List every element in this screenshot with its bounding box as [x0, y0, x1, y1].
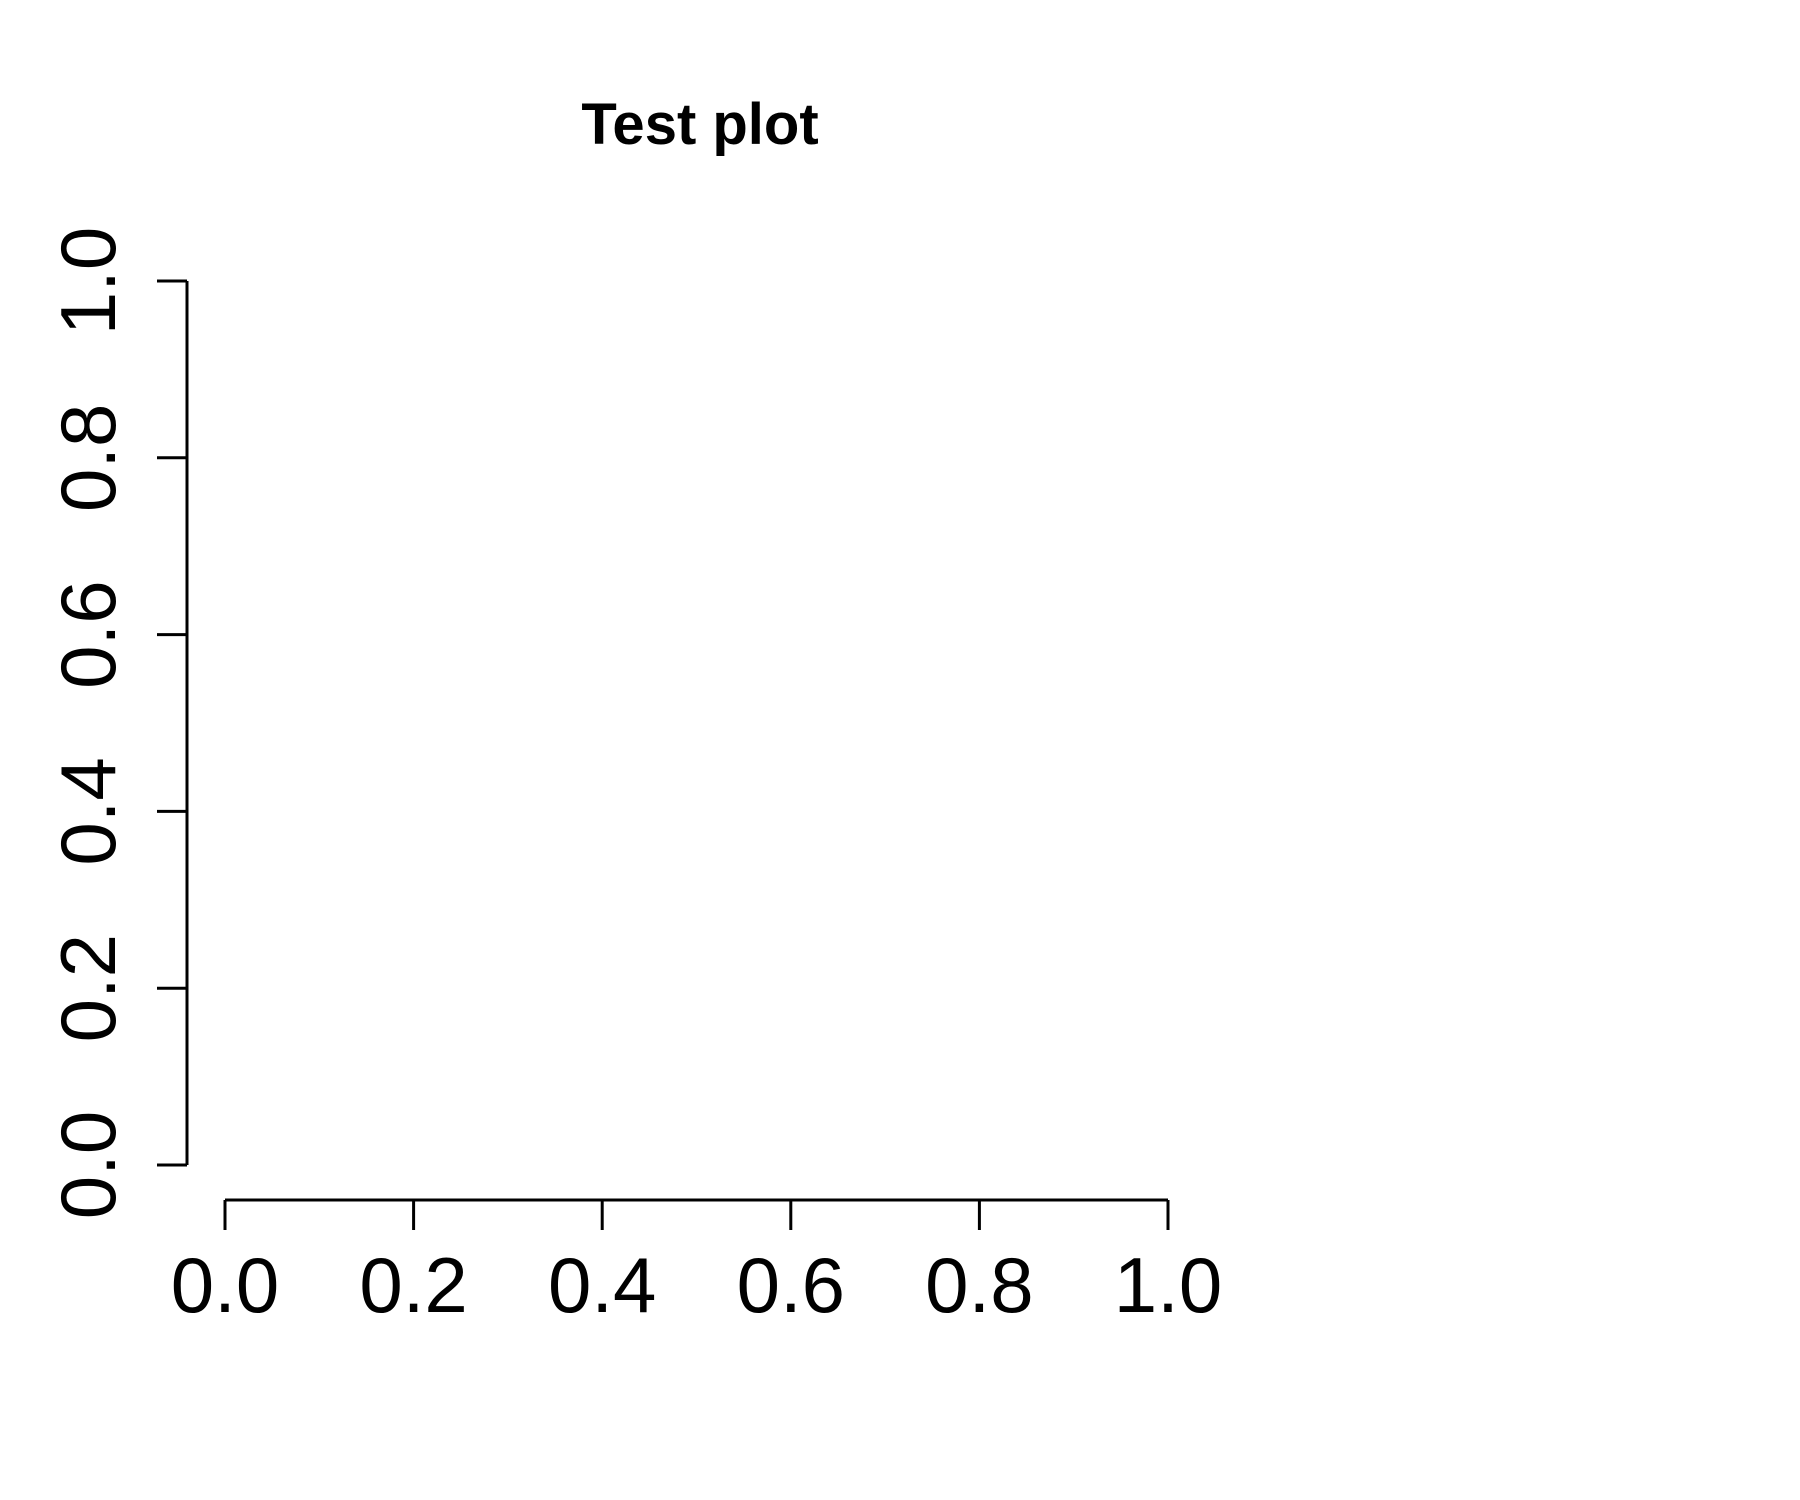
- y-tick-label: 0.0: [44, 1111, 132, 1219]
- y-tick-label: 0.2: [44, 934, 132, 1042]
- y-tick-label: 0.8: [44, 404, 132, 512]
- x-tick-label: 0.2: [359, 1241, 467, 1329]
- x-tick-label: 1.0: [1114, 1241, 1222, 1329]
- y-tick-label: 0.6: [44, 580, 132, 688]
- x-axis: 0.0 0.2 0.4 0.6 0.8 1.0: [171, 1198, 1222, 1329]
- x-tick-label: 0.6: [737, 1241, 845, 1329]
- x-tick-label: 0.8: [925, 1241, 1033, 1329]
- x-tick-label: 0.4: [548, 1241, 656, 1329]
- x-tick-label: 0.0: [171, 1241, 279, 1329]
- y-tick-label: 1.0: [44, 227, 132, 335]
- y-tick-label: 0.4: [44, 757, 132, 865]
- y-axis: 0.0 0.2 0.4 0.6 0.8 1.0: [44, 227, 189, 1219]
- chart-title: Test plot: [581, 92, 818, 157]
